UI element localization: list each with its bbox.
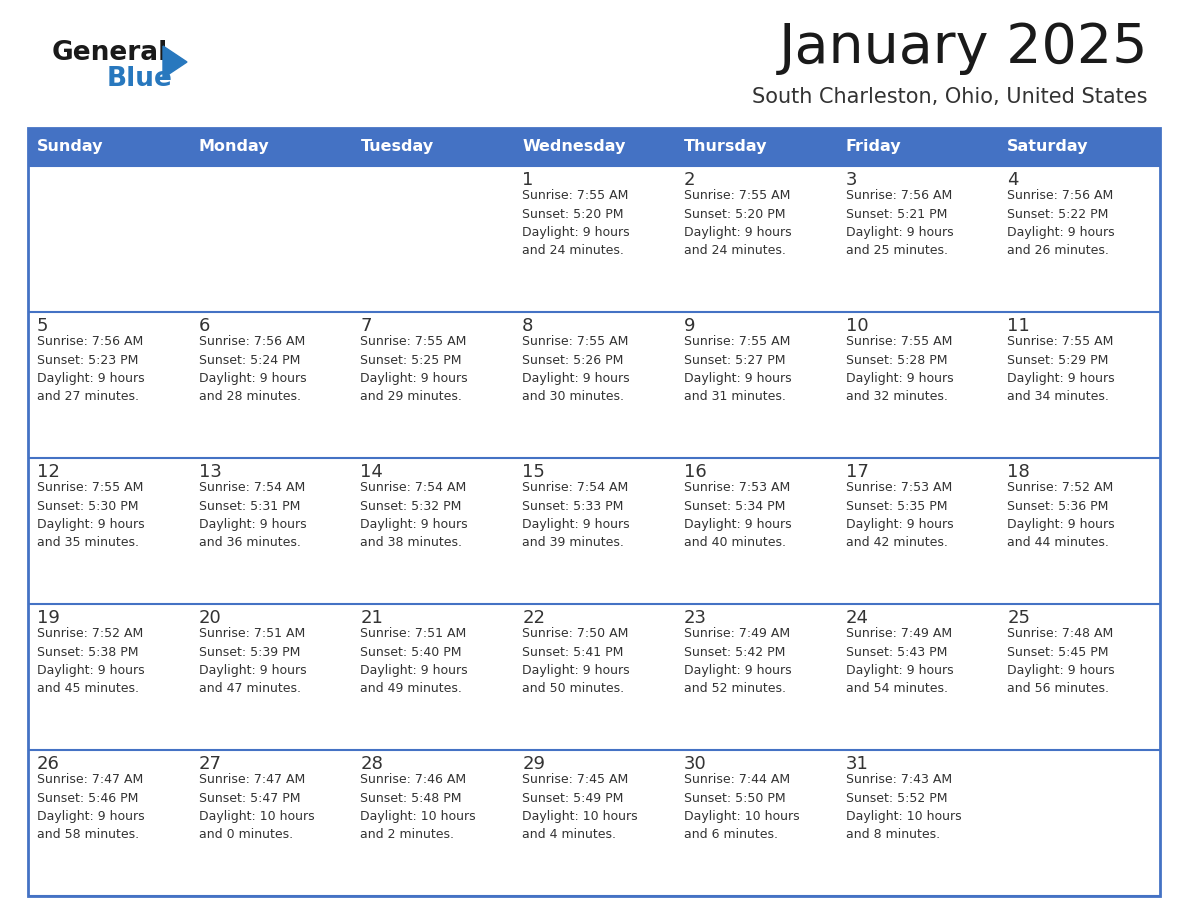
Text: Sunrise: 7:54 AM
Sunset: 5:31 PM
Daylight: 9 hours
and 36 minutes.: Sunrise: 7:54 AM Sunset: 5:31 PM Dayligh… — [198, 481, 307, 550]
Text: 20: 20 — [198, 609, 221, 627]
Text: General: General — [52, 40, 169, 66]
Text: Sunrise: 7:51 AM
Sunset: 5:39 PM
Daylight: 9 hours
and 47 minutes.: Sunrise: 7:51 AM Sunset: 5:39 PM Dayligh… — [198, 627, 307, 696]
Text: 13: 13 — [198, 463, 222, 481]
Text: Sunrise: 7:55 AM
Sunset: 5:27 PM
Daylight: 9 hours
and 31 minutes.: Sunrise: 7:55 AM Sunset: 5:27 PM Dayligh… — [684, 335, 791, 404]
Text: Friday: Friday — [846, 140, 902, 154]
Text: Sunrise: 7:56 AM
Sunset: 5:21 PM
Daylight: 9 hours
and 25 minutes.: Sunrise: 7:56 AM Sunset: 5:21 PM Dayligh… — [846, 189, 953, 258]
Text: South Charleston, Ohio, United States: South Charleston, Ohio, United States — [752, 87, 1148, 107]
Text: 31: 31 — [846, 755, 868, 773]
Polygon shape — [163, 46, 187, 78]
Text: 26: 26 — [37, 755, 59, 773]
Text: Wednesday: Wednesday — [523, 140, 626, 154]
Text: 11: 11 — [1007, 317, 1030, 335]
Text: Sunrise: 7:48 AM
Sunset: 5:45 PM
Daylight: 9 hours
and 56 minutes.: Sunrise: 7:48 AM Sunset: 5:45 PM Dayligh… — [1007, 627, 1114, 696]
Text: Tuesday: Tuesday — [360, 140, 434, 154]
Text: 18: 18 — [1007, 463, 1030, 481]
Text: 2: 2 — [684, 171, 695, 189]
Text: 12: 12 — [37, 463, 59, 481]
Text: Sunrise: 7:54 AM
Sunset: 5:33 PM
Daylight: 9 hours
and 39 minutes.: Sunrise: 7:54 AM Sunset: 5:33 PM Dayligh… — [523, 481, 630, 550]
Text: 21: 21 — [360, 609, 384, 627]
Text: Sunrise: 7:54 AM
Sunset: 5:32 PM
Daylight: 9 hours
and 38 minutes.: Sunrise: 7:54 AM Sunset: 5:32 PM Dayligh… — [360, 481, 468, 550]
Text: 7: 7 — [360, 317, 372, 335]
Text: 8: 8 — [523, 317, 533, 335]
Text: Sunrise: 7:46 AM
Sunset: 5:48 PM
Daylight: 10 hours
and 2 minutes.: Sunrise: 7:46 AM Sunset: 5:48 PM Dayligh… — [360, 773, 476, 842]
Text: Sunrise: 7:55 AM
Sunset: 5:20 PM
Daylight: 9 hours
and 24 minutes.: Sunrise: 7:55 AM Sunset: 5:20 PM Dayligh… — [684, 189, 791, 258]
Text: Sunrise: 7:55 AM
Sunset: 5:26 PM
Daylight: 9 hours
and 30 minutes.: Sunrise: 7:55 AM Sunset: 5:26 PM Dayligh… — [523, 335, 630, 404]
Text: 24: 24 — [846, 609, 868, 627]
Text: Sunday: Sunday — [37, 140, 103, 154]
Bar — [29, 128, 1159, 896]
Text: 27: 27 — [198, 755, 222, 773]
Text: Sunrise: 7:53 AM
Sunset: 5:34 PM
Daylight: 9 hours
and 40 minutes.: Sunrise: 7:53 AM Sunset: 5:34 PM Dayligh… — [684, 481, 791, 550]
Text: 9: 9 — [684, 317, 695, 335]
Text: 19: 19 — [37, 609, 59, 627]
Bar — [29, 128, 1159, 896]
Text: Sunrise: 7:52 AM
Sunset: 5:36 PM
Daylight: 9 hours
and 44 minutes.: Sunrise: 7:52 AM Sunset: 5:36 PM Dayligh… — [1007, 481, 1114, 550]
Text: Sunrise: 7:55 AM
Sunset: 5:28 PM
Daylight: 9 hours
and 32 minutes.: Sunrise: 7:55 AM Sunset: 5:28 PM Dayligh… — [846, 335, 953, 404]
Text: 15: 15 — [523, 463, 545, 481]
Text: Sunrise: 7:55 AM
Sunset: 5:20 PM
Daylight: 9 hours
and 24 minutes.: Sunrise: 7:55 AM Sunset: 5:20 PM Dayligh… — [523, 189, 630, 258]
Text: 4: 4 — [1007, 171, 1019, 189]
Text: Sunrise: 7:47 AM
Sunset: 5:46 PM
Daylight: 9 hours
and 58 minutes.: Sunrise: 7:47 AM Sunset: 5:46 PM Dayligh… — [37, 773, 145, 842]
Text: 14: 14 — [360, 463, 384, 481]
Text: Sunrise: 7:56 AM
Sunset: 5:24 PM
Daylight: 9 hours
and 28 minutes.: Sunrise: 7:56 AM Sunset: 5:24 PM Dayligh… — [198, 335, 307, 404]
Text: Sunrise: 7:49 AM
Sunset: 5:43 PM
Daylight: 9 hours
and 54 minutes.: Sunrise: 7:49 AM Sunset: 5:43 PM Dayligh… — [846, 627, 953, 696]
Text: Sunrise: 7:45 AM
Sunset: 5:49 PM
Daylight: 10 hours
and 4 minutes.: Sunrise: 7:45 AM Sunset: 5:49 PM Dayligh… — [523, 773, 638, 842]
Text: Saturday: Saturday — [1007, 140, 1088, 154]
Text: Sunrise: 7:49 AM
Sunset: 5:42 PM
Daylight: 9 hours
and 52 minutes.: Sunrise: 7:49 AM Sunset: 5:42 PM Dayligh… — [684, 627, 791, 696]
Text: 6: 6 — [198, 317, 210, 335]
Text: Sunrise: 7:56 AM
Sunset: 5:22 PM
Daylight: 9 hours
and 26 minutes.: Sunrise: 7:56 AM Sunset: 5:22 PM Dayligh… — [1007, 189, 1114, 258]
Text: Sunrise: 7:47 AM
Sunset: 5:47 PM
Daylight: 10 hours
and 0 minutes.: Sunrise: 7:47 AM Sunset: 5:47 PM Dayligh… — [198, 773, 315, 842]
Text: Sunrise: 7:43 AM
Sunset: 5:52 PM
Daylight: 10 hours
and 8 minutes.: Sunrise: 7:43 AM Sunset: 5:52 PM Dayligh… — [846, 773, 961, 842]
Text: 22: 22 — [523, 609, 545, 627]
Text: Sunrise: 7:55 AM
Sunset: 5:25 PM
Daylight: 9 hours
and 29 minutes.: Sunrise: 7:55 AM Sunset: 5:25 PM Dayligh… — [360, 335, 468, 404]
Text: 28: 28 — [360, 755, 384, 773]
Text: Sunrise: 7:53 AM
Sunset: 5:35 PM
Daylight: 9 hours
and 42 minutes.: Sunrise: 7:53 AM Sunset: 5:35 PM Dayligh… — [846, 481, 953, 550]
Text: 23: 23 — [684, 609, 707, 627]
Text: Thursday: Thursday — [684, 140, 767, 154]
Text: 1: 1 — [523, 171, 533, 189]
Text: 30: 30 — [684, 755, 707, 773]
Bar — [29, 128, 1159, 166]
Text: 17: 17 — [846, 463, 868, 481]
Text: Sunrise: 7:52 AM
Sunset: 5:38 PM
Daylight: 9 hours
and 45 minutes.: Sunrise: 7:52 AM Sunset: 5:38 PM Dayligh… — [37, 627, 145, 696]
Text: Sunrise: 7:55 AM
Sunset: 5:30 PM
Daylight: 9 hours
and 35 minutes.: Sunrise: 7:55 AM Sunset: 5:30 PM Dayligh… — [37, 481, 145, 550]
Text: Sunrise: 7:55 AM
Sunset: 5:29 PM
Daylight: 9 hours
and 34 minutes.: Sunrise: 7:55 AM Sunset: 5:29 PM Dayligh… — [1007, 335, 1114, 404]
Text: Monday: Monday — [198, 140, 270, 154]
Text: Sunrise: 7:51 AM
Sunset: 5:40 PM
Daylight: 9 hours
and 49 minutes.: Sunrise: 7:51 AM Sunset: 5:40 PM Dayligh… — [360, 627, 468, 696]
Text: 5: 5 — [37, 317, 49, 335]
Text: 16: 16 — [684, 463, 707, 481]
Text: Sunrise: 7:44 AM
Sunset: 5:50 PM
Daylight: 10 hours
and 6 minutes.: Sunrise: 7:44 AM Sunset: 5:50 PM Dayligh… — [684, 773, 800, 842]
Text: Blue: Blue — [107, 66, 173, 92]
Text: 25: 25 — [1007, 609, 1030, 627]
Text: 3: 3 — [846, 171, 857, 189]
Text: 29: 29 — [523, 755, 545, 773]
Text: January 2025: January 2025 — [778, 21, 1148, 75]
Text: 10: 10 — [846, 317, 868, 335]
Text: Sunrise: 7:56 AM
Sunset: 5:23 PM
Daylight: 9 hours
and 27 minutes.: Sunrise: 7:56 AM Sunset: 5:23 PM Dayligh… — [37, 335, 145, 404]
Text: Sunrise: 7:50 AM
Sunset: 5:41 PM
Daylight: 9 hours
and 50 minutes.: Sunrise: 7:50 AM Sunset: 5:41 PM Dayligh… — [523, 627, 630, 696]
